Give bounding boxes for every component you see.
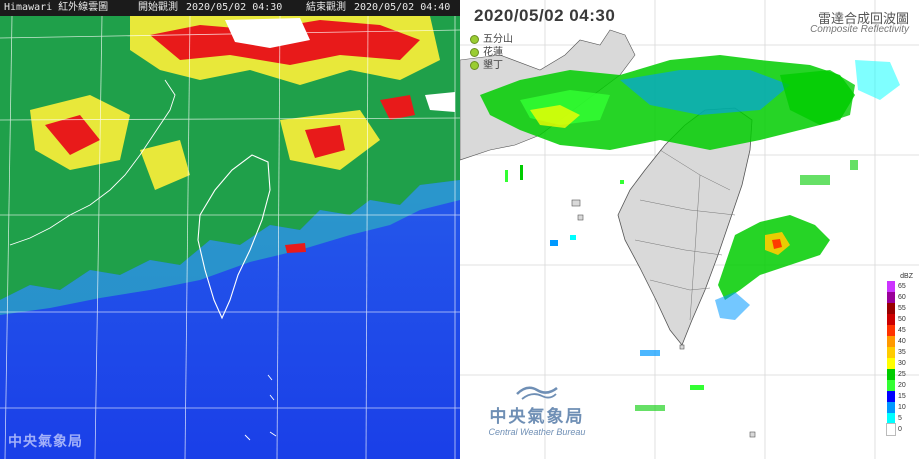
legend-label: 60 xyxy=(898,294,906,301)
legend-swatch xyxy=(887,325,895,336)
cloud-cyan-fringe xyxy=(0,180,460,315)
county-borders xyxy=(634,149,736,321)
station-marker-icon xyxy=(470,48,479,57)
legend-row: 20 xyxy=(887,380,913,391)
dbz-legend: dBZ 65 60 55 50 45 40 35 30 25 20 15 10 5 0 xyxy=(886,273,913,436)
legend-row: 55 xyxy=(887,303,913,314)
legend-row: 30 xyxy=(887,358,913,369)
islands-east xyxy=(244,374,277,441)
legend-swatch xyxy=(887,303,895,314)
legend-row: 40 xyxy=(887,336,913,347)
legend-row: 45 xyxy=(887,325,913,336)
echo-east-core xyxy=(772,239,782,249)
radar-panel: 2020/05/02 04:30 雷達合成回波圖 Composite Refle… xyxy=(460,0,919,459)
legend-row: 10 xyxy=(887,402,913,413)
echo-northeast-blue xyxy=(855,60,900,100)
cloud-mid-cluster xyxy=(140,140,190,190)
radar-title: 雷達合成回波圖 xyxy=(817,11,909,26)
cwb-logo: 中央氣象局 Central Weather Bureau xyxy=(482,380,592,437)
legend-swatch xyxy=(887,402,895,413)
legend-swatch xyxy=(887,281,895,292)
station-item: 五分山 xyxy=(470,33,513,46)
cloud-high-cluster xyxy=(285,243,306,253)
legend-row: 50 xyxy=(887,314,913,325)
legend-label: 35 xyxy=(898,349,906,356)
cloud-low-region xyxy=(0,16,460,300)
legend-row: 5 xyxy=(887,413,913,424)
legend-label: 30 xyxy=(898,360,906,367)
echo-scatter xyxy=(505,160,858,411)
echo-north-blue xyxy=(620,70,790,115)
legend-label: 25 xyxy=(898,371,906,378)
station-label: 花蓮 xyxy=(483,47,503,58)
station-label: 五分山 xyxy=(483,34,513,45)
echo-east-band xyxy=(718,215,830,300)
radar-taiwan-land xyxy=(617,107,753,346)
legend-swatch xyxy=(887,413,895,424)
cwb-english: Central Weather Bureau xyxy=(488,427,586,437)
legend-label: 65 xyxy=(898,283,906,290)
legend-label: 20 xyxy=(898,382,906,389)
start-time: 2020/05/02 04:30 xyxy=(186,2,283,13)
legend-swatch xyxy=(887,292,895,303)
satellite-panel: Himawari 紅外線雲圖 開始觀測 2020/05/02 04:30 結束觀… xyxy=(0,0,460,459)
graticule xyxy=(0,15,460,459)
cwb-emblem-icon xyxy=(516,386,558,400)
echo-north-yellow xyxy=(530,105,580,128)
satellite-map xyxy=(0,0,460,459)
satellite-title: Himawari 紅外線雲圖 xyxy=(4,2,109,13)
legend-label: 50 xyxy=(898,316,906,323)
legend-label: 15 xyxy=(898,393,906,400)
cloud-high-cluster xyxy=(305,125,345,158)
legend-label: 0 xyxy=(898,426,902,433)
legend-row: 0 xyxy=(886,423,913,436)
legend-swatch xyxy=(887,369,895,380)
satellite-watermark: 中央氣象局 xyxy=(8,433,83,449)
taiwan-outline xyxy=(197,154,271,320)
end-label: 結束觀測 xyxy=(306,2,346,13)
station-list: 五分山 花蓮 墾丁 xyxy=(470,33,513,72)
coastline-china xyxy=(9,79,176,246)
legend-row: 25 xyxy=(887,369,913,380)
radar-islands xyxy=(571,199,756,438)
cloud-top-cluster xyxy=(425,92,455,112)
legend-label: 40 xyxy=(898,338,906,345)
echo-northeast xyxy=(780,70,855,125)
legend-swatch xyxy=(887,336,895,347)
legend-label: 45 xyxy=(898,327,906,334)
legend-unit: dBZ xyxy=(900,273,913,280)
legend-swatch xyxy=(887,391,895,402)
legend-label: 5 xyxy=(898,415,902,422)
legend-label: 55 xyxy=(898,305,906,312)
legend-row: 60 xyxy=(887,292,913,303)
cloud-high-cluster xyxy=(380,95,415,120)
station-item: 花蓮 xyxy=(470,46,513,59)
satellite-header: Himawari 紅外線雲圖 開始觀測 2020/05/02 04:30 結束觀… xyxy=(0,0,460,16)
radar-time: 2020/05/02 04:30 xyxy=(474,6,616,25)
legend-swatch xyxy=(887,380,895,391)
cwb-name: 中央氣象局 xyxy=(489,407,585,426)
legend-row: 35 xyxy=(887,347,913,358)
legend-label: 10 xyxy=(898,404,906,411)
station-marker-icon xyxy=(470,61,479,70)
legend-row: 65 xyxy=(887,281,913,292)
end-time: 2020/05/02 04:40 xyxy=(354,2,451,13)
echo-east-blue xyxy=(715,292,750,320)
cloud-high-cluster xyxy=(45,115,100,155)
legend-swatch xyxy=(887,347,895,358)
radar-subtitle: Composite Reflectivity xyxy=(810,24,909,35)
legend-swatch xyxy=(886,423,896,436)
station-marker-icon xyxy=(470,35,479,44)
radar-map xyxy=(460,0,919,459)
legend-row: 15 xyxy=(887,391,913,402)
legend-swatch xyxy=(887,358,895,369)
station-label: 墾丁 xyxy=(483,60,503,71)
start-label: 開始觀測 xyxy=(138,2,178,13)
station-item: 墾丁 xyxy=(470,59,513,72)
legend-swatch xyxy=(887,314,895,325)
